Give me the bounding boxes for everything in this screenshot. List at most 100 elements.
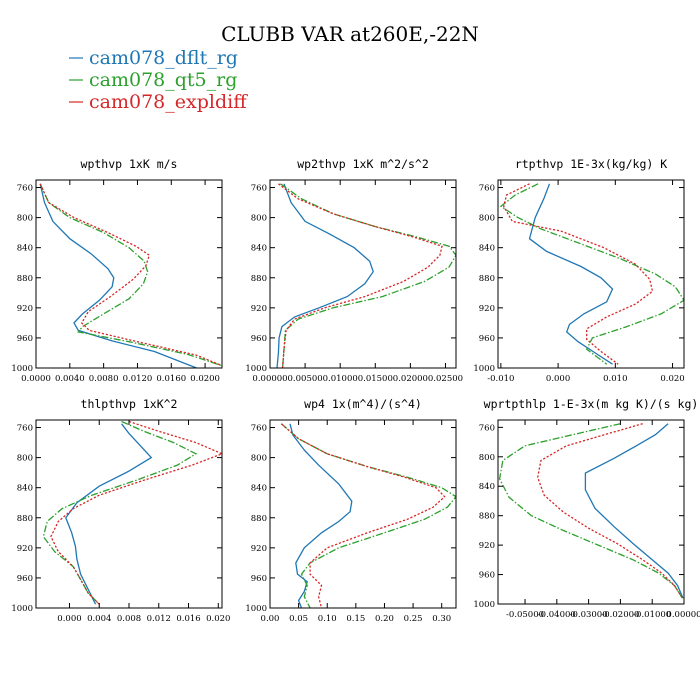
plot-frame <box>35 179 223 369</box>
y-tick-label: 760 <box>479 184 495 194</box>
panel: wpthvp 1xK m/s76080084088092096010000.00… <box>11 157 223 384</box>
figure-title: CLUBB VAR at260E,-22N <box>221 22 479 46</box>
y-tick-label: 1000 <box>11 364 33 374</box>
panel-title: wprtpthlp 1-E-3x(m kg K)/(s kg) <box>484 397 699 411</box>
x-tick-label: 0.02000 <box>393 374 428 384</box>
panel: rtpthvp 1E-3x(kg/kg) K 760 800 840 880 920 960… <box>473 157 684 384</box>
legend-entry: cam078_qt5_rg <box>89 69 237 91</box>
plot-frame <box>35 419 223 609</box>
x-tick-label: 0.15 <box>346 614 365 624</box>
y-tick-label: 1000 <box>11 604 33 614</box>
x-tick-label: 0.020 <box>206 614 230 624</box>
series-line <box>65 423 153 605</box>
panel: thlpthvp 1xK^2 760 800 840 880 920 960 1000 0.00… <box>11 397 230 624</box>
panel-title: rtpthvp 1E-3x(kg/kg) K <box>515 157 667 171</box>
y-tick-label: 1000 <box>473 600 495 610</box>
x-tick-label: 0.0080 <box>89 374 119 384</box>
y-tick-label: 880 <box>251 274 267 284</box>
panel-title: wp4 1x(m^4)/(s^4) <box>304 397 422 411</box>
y-tick-label: 880 <box>17 514 33 524</box>
x-tick-label: 0.10 <box>318 614 337 624</box>
y-tick-label: 960 <box>17 574 33 584</box>
y-tick-label: 760 <box>479 423 495 433</box>
series-line <box>584 423 684 599</box>
chart-panels: wpthvp 1xK m/s76080084088092096010000.00… <box>11 157 700 624</box>
x-tick-label: -0.05000 <box>506 610 544 620</box>
y-tick-label: 840 <box>479 482 495 492</box>
y-tick-label: 960 <box>251 334 267 344</box>
series-line <box>280 183 456 368</box>
panel-title: thlpthvp 1xK^2 <box>81 397 178 411</box>
panel-title: wp2thvp 1xK m^2/s^2 <box>297 157 429 171</box>
y-tick-label: 920 <box>479 304 495 314</box>
x-tick-label: 0.0000 <box>21 374 51 384</box>
series-line <box>537 423 683 599</box>
x-tick-label: 0.01000 <box>323 374 358 384</box>
series-line <box>276 183 374 368</box>
y-tick-label: 920 <box>251 544 267 554</box>
series-line <box>289 423 353 608</box>
y-tick-label: 960 <box>251 574 267 584</box>
series-line <box>498 423 683 599</box>
x-tick-label: 0.05 <box>289 614 308 624</box>
series-group <box>42 420 222 605</box>
panel: wp4 1x(m^4)/(s^4)76080084088092096010000… <box>245 397 457 624</box>
x-tick-label: 0.00500 <box>288 374 323 384</box>
y-tick-label: 960 <box>17 334 33 344</box>
y-tick-label: 920 <box>479 541 495 551</box>
series-group <box>280 423 456 608</box>
x-tick-label: 0.00 <box>261 614 280 624</box>
y-tick-label: 1000 <box>473 364 495 374</box>
y-tick-label: 840 <box>17 484 33 494</box>
x-tick-label: 0.25 <box>404 614 423 624</box>
y-tick-label: 800 <box>479 453 495 463</box>
x-tick-label: -0.03000 <box>570 610 608 620</box>
x-tick-label: 0.000 <box>546 374 570 384</box>
y-tick-label: 880 <box>17 274 33 284</box>
y-tick-label: 760 <box>17 424 33 434</box>
y-tick-label: 840 <box>479 244 495 254</box>
x-tick-label: 0.02500 <box>428 374 463 384</box>
legend: cam078_dflt_rgcam078_qt5_rgcam078_expldi… <box>69 47 248 113</box>
series-line <box>280 423 446 608</box>
series-line <box>39 183 222 367</box>
series-line <box>42 420 198 605</box>
plot-frame <box>497 179 685 369</box>
series-line <box>39 183 197 368</box>
x-tick-label: 0.00000 <box>252 374 287 384</box>
x-tick-label: -0.02000 <box>601 610 639 620</box>
y-tick-label: 880 <box>479 274 495 284</box>
panel: wp2thvp 1xK m^2/s^2 760 800 840 880 920 960 100… <box>245 157 463 384</box>
x-tick-label: 0.0040 <box>55 374 85 384</box>
series-line <box>278 183 443 368</box>
y-tick-label: 760 <box>251 424 267 434</box>
x-tick-label: 0.0200 <box>190 374 220 384</box>
series-group <box>498 423 684 599</box>
y-tick-label: 800 <box>251 454 267 464</box>
y-tick-label: 880 <box>251 514 267 524</box>
y-tick-label: 880 <box>479 512 495 522</box>
series-group <box>276 183 456 368</box>
y-tick-label: 840 <box>17 244 33 254</box>
x-tick-label: 0.008 <box>117 614 141 624</box>
panel-title: wpthvp 1xK m/s <box>81 157 178 171</box>
y-tick-label: 1000 <box>245 604 267 614</box>
y-tick-label: 840 <box>251 484 267 494</box>
series-group <box>499 183 684 365</box>
y-tick-label: 800 <box>17 214 33 224</box>
plot-frame <box>497 419 685 605</box>
x-tick-label: 0.20 <box>375 614 394 624</box>
x-tick-label: -0.01000 <box>633 610 671 620</box>
x-tick-label: 0.020 <box>660 374 684 384</box>
series-line <box>503 183 654 365</box>
x-tick-label: -0.010 <box>487 374 514 384</box>
plot-frame <box>269 179 457 369</box>
series-line <box>528 183 614 365</box>
x-tick-label: 0.012 <box>147 614 171 624</box>
y-tick-label: 840 <box>251 244 267 254</box>
x-tick-label: 0.01500 <box>358 374 393 384</box>
series-line <box>39 183 222 367</box>
y-tick-label: 920 <box>17 544 33 554</box>
x-tick-label: 0.00000 <box>666 610 700 620</box>
